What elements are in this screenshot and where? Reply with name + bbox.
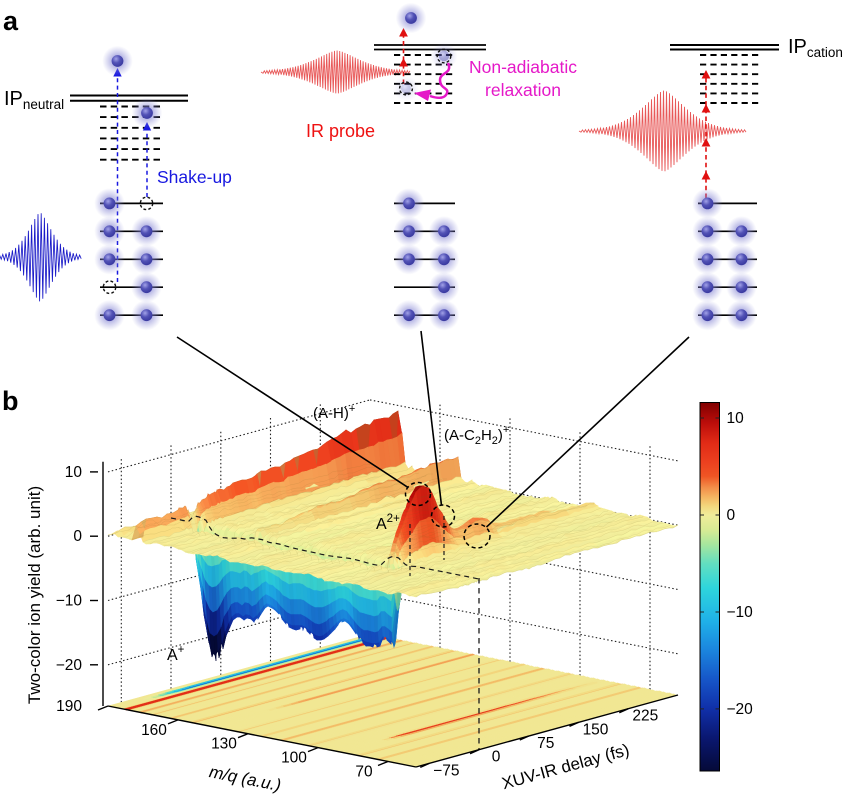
svg-text:Shake-up: Shake-up: [157, 167, 232, 187]
svg-text:−10: −10: [727, 604, 754, 621]
svg-text:10: 10: [65, 464, 83, 481]
svg-text:75: 75: [537, 735, 554, 752]
svg-text:0: 0: [492, 749, 501, 766]
svg-text:b: b: [2, 386, 19, 416]
svg-text:relaxation: relaxation: [485, 80, 561, 100]
svg-text:Non-adiabatic: Non-adiabatic: [469, 57, 577, 77]
svg-text:a: a: [3, 6, 19, 36]
svg-text:225: 225: [632, 708, 658, 725]
svg-text:IR probe: IR probe: [306, 121, 375, 141]
svg-text:−10: −10: [56, 593, 83, 610]
svg-text:Two-color ion yield (arb. unit: Two-color ion yield (arb. unit): [25, 486, 44, 704]
svg-text:0: 0: [73, 528, 82, 545]
svg-text:10: 10: [727, 410, 745, 427]
svg-text:−20: −20: [56, 657, 83, 674]
svg-text:150: 150: [583, 721, 609, 738]
svg-text:70: 70: [355, 764, 373, 781]
svg-text:−75: −75: [433, 762, 459, 779]
svg-text:100: 100: [281, 750, 307, 767]
svg-text:0: 0: [727, 507, 736, 524]
svg-text:190: 190: [56, 698, 82, 715]
svg-text:130: 130: [211, 736, 237, 753]
svg-text:−20: −20: [727, 701, 754, 718]
svg-text:(A-H)+: (A-H)+: [313, 403, 355, 422]
svg-text:160: 160: [141, 722, 167, 739]
